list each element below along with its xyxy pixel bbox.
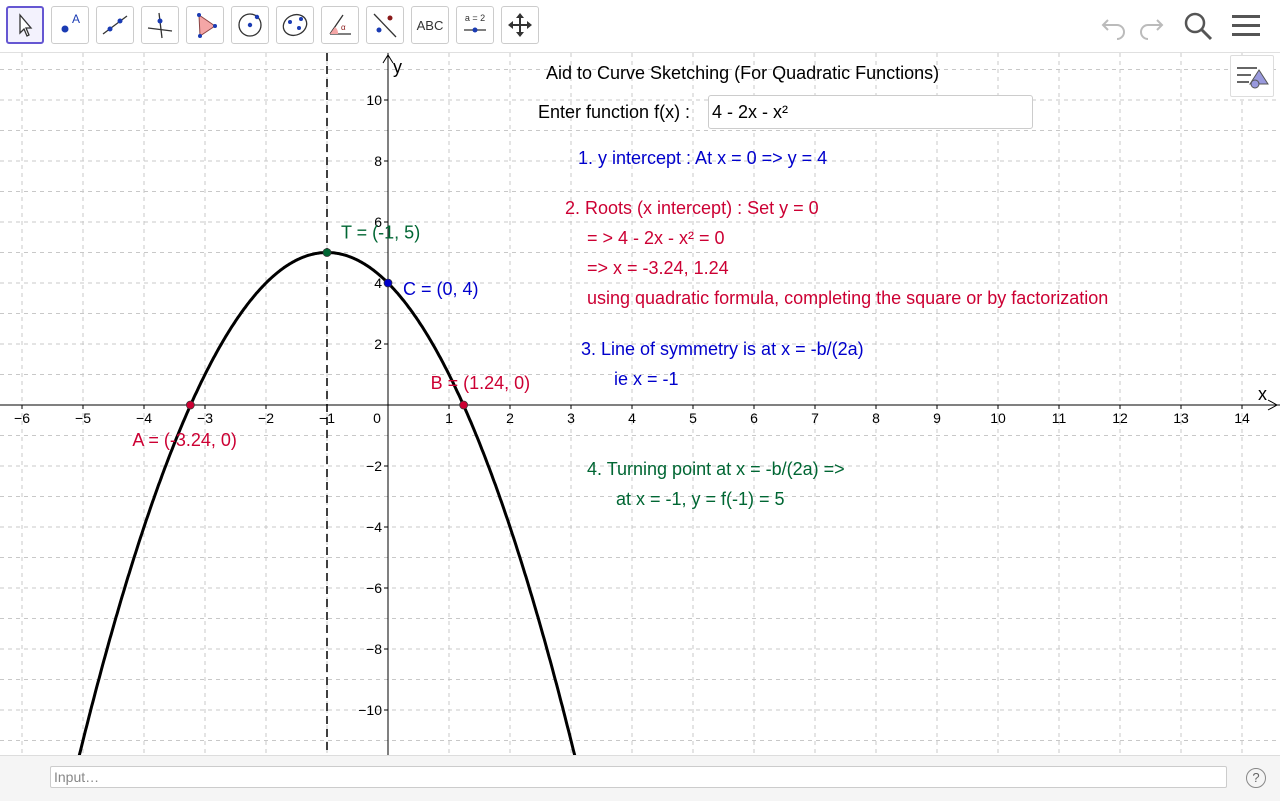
toolbar: A α ABC a = 2 xyxy=(0,0,1280,53)
point-B xyxy=(459,400,468,410)
point-label-B: B = (1.24, 0) xyxy=(431,373,531,393)
x-tick-label: −4 xyxy=(136,410,152,426)
move-view-icon xyxy=(508,13,532,37)
text-tool-button[interactable]: ABC xyxy=(411,6,449,44)
search-button[interactable] xyxy=(1182,10,1214,42)
x-tick-label: −6 xyxy=(14,410,30,426)
y-tick-label: 4 xyxy=(374,275,382,291)
perpendicular-icon xyxy=(147,12,173,39)
function-input-field[interactable]: 4 - 2x - x² xyxy=(708,95,1033,129)
reflect-icon xyxy=(373,13,397,38)
hamburger-menu-icon xyxy=(1232,15,1260,36)
y-tick-label: 2 xyxy=(374,336,382,352)
x-tick-label: 12 xyxy=(1112,410,1128,426)
step4-turning-point-value: at x = -1, y = f(-1) = 5 xyxy=(616,489,785,509)
circle-tool-button[interactable] xyxy=(231,6,269,44)
x-axis-label: x xyxy=(1258,384,1267,404)
text-icon: ABC xyxy=(416,17,444,33)
reflect-tool-button[interactable] xyxy=(366,6,404,44)
x-tick-label: −3 xyxy=(197,410,213,426)
arrow-cursor-icon xyxy=(19,13,33,37)
line-icon xyxy=(102,15,128,35)
point-tool-button[interactable]: A xyxy=(51,6,89,44)
step4-turning-point-heading: 4. Turning point at x = -b/(2a) => xyxy=(587,459,845,479)
x-tick-label: 11 xyxy=(1052,410,1067,426)
polygon-icon xyxy=(197,13,217,38)
style-bar-icon xyxy=(1237,67,1269,89)
graphics-view[interactable]: x y −6 −5 −4 −3 −2 −1 0 1 2 3 4 5 6 7 8 9 10 11 12 13 14 2 4 6 8 10… xyxy=(0,53,1280,755)
x-axis-arrow xyxy=(1267,399,1279,411)
move-view-tool-button[interactable] xyxy=(501,6,539,44)
panel-title: Aid to Curve Sketching (For Quadratic Fu… xyxy=(546,63,940,83)
y-axis-arrow xyxy=(382,54,394,64)
function-input-label: Enter function f(x) : xyxy=(538,102,691,122)
step3-symmetry-heading: 3. Line of symmetry is at x = -b/(2a) xyxy=(581,339,864,359)
help-icon: ? xyxy=(1252,770,1260,785)
svg-text:a = 2: a = 2 xyxy=(465,13,485,23)
coordinate-plot[interactable]: xy−6 −5 −4 −3 −2 −1 0 1 2 3 4 5 6 7 8 9 10 11 12 13 14246810… xyxy=(0,53,1280,755)
svg-text:A: A xyxy=(72,12,80,26)
grid-lines xyxy=(0,53,1280,755)
x-tick-label: 9 xyxy=(933,410,941,426)
y-tick-label: −4 xyxy=(366,519,382,535)
x-tick-label: 5 xyxy=(689,410,697,426)
angle-tool-button[interactable]: α xyxy=(321,6,359,44)
undo-button[interactable] xyxy=(1098,10,1130,42)
circle-center-icon xyxy=(238,13,262,37)
main-menu-button[interactable] xyxy=(1230,10,1262,42)
y-tick-label: 10 xyxy=(366,92,382,108)
undo-icon xyxy=(1101,19,1125,40)
x-tick-label: 4 xyxy=(628,410,636,426)
x-tick-label: 6 xyxy=(750,410,758,426)
point-label-T: T = (-1, 5) xyxy=(341,223,420,243)
point-A xyxy=(186,400,195,410)
x-tick-label: 2 xyxy=(506,410,514,426)
x-tick-label: 3 xyxy=(567,410,575,426)
step2-roots-heading: 2. Roots (x intercept) : Set y = 0 xyxy=(565,198,819,218)
style-bar-toggle-button[interactable] xyxy=(1230,55,1274,97)
y-tick-label: −6 xyxy=(366,580,382,596)
search-icon xyxy=(1184,12,1213,41)
x-tick-label: 14 xyxy=(1234,410,1250,426)
x-tick-label: −5 xyxy=(75,410,91,426)
input-bar: Input… ? xyxy=(0,755,1280,801)
point-C xyxy=(383,278,393,288)
point-label-A: A = (-3.24, 0) xyxy=(132,430,237,450)
step2-roots-values: => x = -3.24, 1.24 xyxy=(587,258,729,278)
svg-text:α: α xyxy=(341,23,346,32)
step3-symmetry-value: ie x = -1 xyxy=(614,369,679,389)
step2-method-note: using quadratic formula, completing the … xyxy=(587,288,1109,308)
move-tool-button[interactable] xyxy=(6,6,44,44)
y-tick-label: −10 xyxy=(358,702,382,718)
point-icon: A xyxy=(61,12,80,33)
x-tick-label: 13 xyxy=(1173,410,1189,426)
y-axis-label: y xyxy=(393,57,402,77)
line-tool-button[interactable] xyxy=(96,6,134,44)
x-tick-label: 10 xyxy=(990,410,1006,426)
slider-tool-button[interactable]: a = 2 xyxy=(456,6,494,44)
slider-icon: a = 2 xyxy=(464,13,486,33)
point-T xyxy=(322,248,332,257)
perpendicular-tool-button[interactable] xyxy=(141,6,179,44)
step2-equation: = > 4 - 2x - x² = 0 xyxy=(587,228,725,248)
redo-button[interactable] xyxy=(1135,10,1167,42)
y-tick-label: 8 xyxy=(374,153,382,169)
x-tick-label: −2 xyxy=(258,410,274,426)
y-tick-label: −2 xyxy=(366,458,382,474)
y-tick-label: −8 xyxy=(366,641,382,657)
help-button[interactable]: ? xyxy=(1246,768,1266,788)
algebra-input-field[interactable]: Input… xyxy=(50,766,1227,788)
point-label-C: C = (0, 4) xyxy=(403,279,479,299)
x-tick-label: 8 xyxy=(872,410,880,426)
angle-icon: α xyxy=(329,14,351,35)
x-tick-label: 1 xyxy=(445,410,453,426)
redo-icon xyxy=(1140,19,1164,40)
ellipse-tool-button[interactable] xyxy=(276,6,314,44)
x-tick-label: 7 xyxy=(811,410,819,426)
x-tick-label: 0 xyxy=(373,410,381,426)
polygon-tool-button[interactable] xyxy=(186,6,224,44)
ellipse-icon xyxy=(282,13,308,37)
step1-y-intercept: 1. y intercept : At x = 0 => y = 4 xyxy=(578,148,828,168)
y-tick-label: 6 xyxy=(374,214,382,230)
